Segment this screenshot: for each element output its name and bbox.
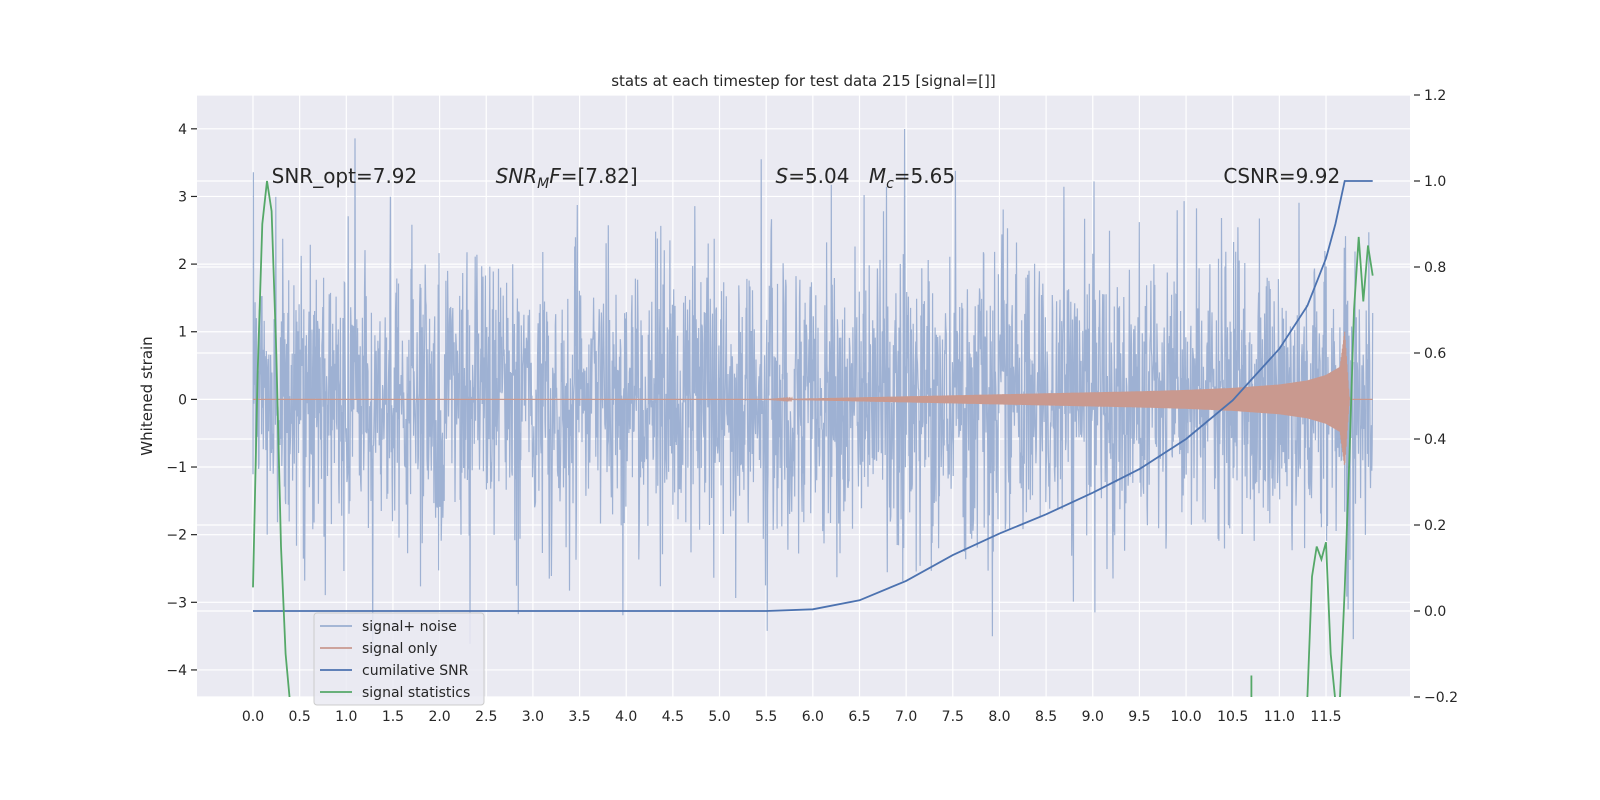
annotation-text: Mc=5.65 <box>869 164 955 192</box>
y-tick-label: 4 <box>178 122 187 138</box>
signal-statistics-line <box>1306 236 1374 697</box>
x-tick-label: 8.5 <box>1035 709 1057 725</box>
legend-entry: cumilative SNR <box>362 663 469 679</box>
signal-noise-line <box>252 128 1374 656</box>
x-tick-label: 1.0 <box>335 709 357 725</box>
y-axis-right: −0.2 0.0 0.2 0.4 0.6 0.8 1.0 1.2 <box>1414 88 1458 706</box>
annotation-text: S=5.04 <box>776 164 850 188</box>
x-tick-label: 1.5 <box>382 709 404 725</box>
plot-area <box>252 128 1374 697</box>
y-tick-label: −1 <box>166 460 187 476</box>
x-tick-label: 7.5 <box>942 709 964 725</box>
x-tick-label: 4.5 <box>662 709 684 725</box>
x-tick-label: 3.5 <box>568 709 590 725</box>
annotations: SNR_opt=7.92 SNRMF=[7.82] S=5.04 Mc=5.65 CSN… <box>272 164 1341 192</box>
y-axis-left: −4 −3 −2 −1 0 1 2 3 4 <box>166 122 197 679</box>
signal-only-line <box>253 331 1373 465</box>
y2-tick-label: 1.0 <box>1424 174 1446 190</box>
y-tick-label: −4 <box>166 663 187 679</box>
x-tick-label: 11.5 <box>1310 709 1341 725</box>
x-tick-label: 0.0 <box>242 709 264 725</box>
series-signal-statistics <box>252 180 1374 697</box>
x-tick-label: 5.5 <box>755 709 777 725</box>
y-tick-label: −3 <box>166 595 187 611</box>
chart-title: stats at each timestep for test data 215… <box>611 72 996 90</box>
annotation-text: SNR_opt=7.92 <box>272 164 418 188</box>
x-tick-label: 9.5 <box>1128 709 1150 725</box>
y-tick-label: 3 <box>178 189 187 205</box>
x-tick-label: 5.0 <box>708 709 730 725</box>
x-tick-label: 3.0 <box>522 709 544 725</box>
x-tick-label: 9.0 <box>1082 709 1104 725</box>
x-tick-label: 0.5 <box>289 709 311 725</box>
y2-tick-label: 0.0 <box>1424 604 1446 620</box>
y-tick-label: 2 <box>178 257 187 273</box>
x-tick-label: 10.0 <box>1170 709 1201 725</box>
annotation-text: CSNR=9.92 <box>1223 164 1340 188</box>
x-tick-label: 11.0 <box>1264 709 1295 725</box>
y2-tick-label: 0.6 <box>1424 346 1446 362</box>
signal-statistics-line <box>252 180 291 697</box>
signal-statistics-line <box>1250 675 1253 697</box>
x-tick-label: 7.0 <box>895 709 917 725</box>
y2-tick-label: 0.2 <box>1424 518 1446 534</box>
legend-entry: signal+ noise <box>362 619 457 635</box>
x-tick-label: 2.5 <box>475 709 497 725</box>
y-tick-label: 1 <box>178 325 187 341</box>
series-cumulative-snr <box>253 180 1373 612</box>
legend-entry: signal only <box>362 641 437 657</box>
legend: signal+ noise signal only cumilative SNR si… <box>313 612 485 706</box>
series-signal-noise <box>252 128 1374 656</box>
y2-tick-label: 1.2 <box>1424 88 1446 104</box>
legend-entry: signal statistics <box>362 685 470 701</box>
x-tick-label: 10.5 <box>1217 709 1248 725</box>
y2-tick-label: 0.4 <box>1424 432 1446 448</box>
x-tick-label: 8.0 <box>988 709 1010 725</box>
annotation-text: SNRMF=[7.82] <box>496 164 638 192</box>
y2-tick-label: 0.8 <box>1424 260 1446 276</box>
y2-tick-label: −0.2 <box>1424 690 1458 706</box>
y-tick-label: 0 <box>178 392 187 408</box>
x-axis: 0.0 0.5 1.0 1.5 2.0 2.5 3.0 3.5 4.0 4.5 5.0 5.5 6.0 6… <box>242 709 1342 725</box>
series-signal-only <box>253 331 1373 465</box>
legend-box <box>313 612 485 706</box>
cumulative-snr-line <box>253 180 1373 612</box>
x-tick-label: 6.0 <box>802 709 824 725</box>
x-tick-label: 6.5 <box>848 709 870 725</box>
x-tick-label: 2.0 <box>428 709 450 725</box>
x-tick-label: 4.0 <box>615 709 637 725</box>
y-axis-label: Whitened strain <box>138 336 156 455</box>
y-tick-label: −2 <box>166 528 187 544</box>
